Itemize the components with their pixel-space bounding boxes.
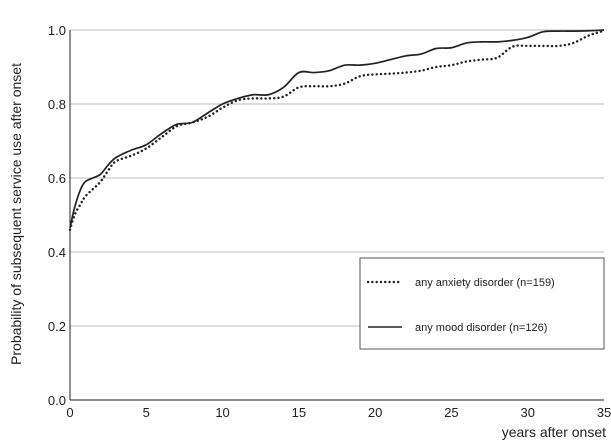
x-tick-label: 15: [292, 405, 306, 420]
y-tick-label: 0.2: [48, 319, 66, 334]
x-tick-label: 35: [597, 405, 611, 420]
x-tick-label: 20: [368, 405, 382, 420]
legend-label-anxiety: any anxiety disorder (n=159): [415, 277, 555, 289]
y-tick-label: 0.6: [48, 171, 66, 186]
x-tick-label: 25: [444, 405, 458, 420]
series-lines: [68, 29, 606, 231]
series-line-anxiety: [68, 29, 606, 231]
y-tick-label: 1.0: [48, 23, 66, 38]
y-tick-label: 0.4: [48, 245, 66, 260]
axes: [69, 30, 604, 401]
y-tick-label: 0.8: [48, 97, 66, 112]
x-tick-label: 30: [520, 405, 534, 420]
x-tick-label: 0: [66, 405, 73, 420]
series-line-mood: [69, 29, 605, 229]
x-axis-title: years after onset: [502, 424, 606, 440]
x-tick-label: 5: [143, 405, 150, 420]
y-tick-labels: 0.0 0.2 0.4 0.6 0.8 1.0: [48, 23, 66, 408]
y-axis-title: Probability of subsequent service use af…: [8, 63, 24, 365]
legend-box: [359, 257, 605, 350]
legend-label-mood: any mood disorder (n=126): [415, 322, 547, 334]
y-tick-label: 0.0: [48, 393, 66, 408]
legend: any anxiety disorder (n=159) any mood di…: [359, 257, 605, 350]
x-tick-label: 10: [215, 405, 229, 420]
x-tick-labels: 0 5 10 15 20 25 30 35: [66, 405, 611, 420]
